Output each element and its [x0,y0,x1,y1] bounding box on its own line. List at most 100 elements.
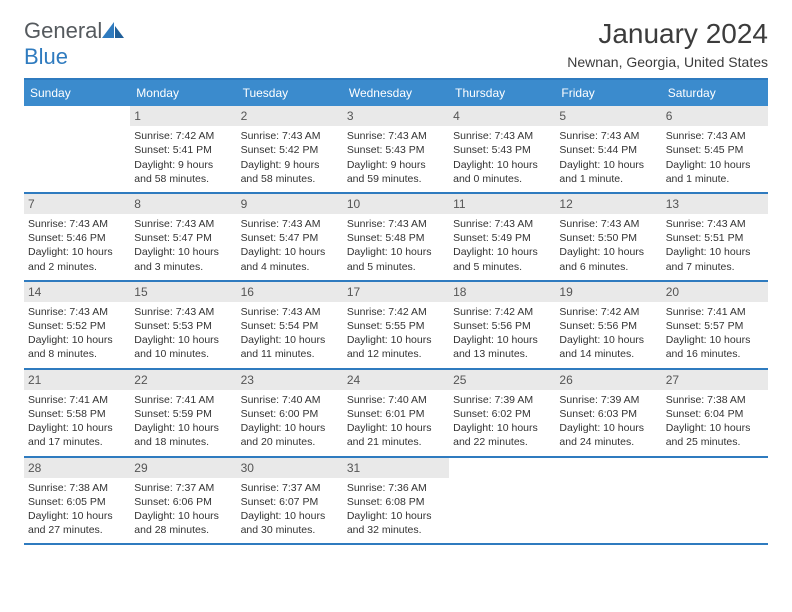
title-block: January 2024 Newnan, Georgia, United Sta… [567,18,768,70]
day-cell: 6Sunrise: 7:43 AMSunset: 5:45 PMDaylight… [662,106,768,192]
day-cell: 21Sunrise: 7:41 AMSunset: 5:58 PMDayligh… [24,370,130,456]
daylight-text: Daylight: 10 hours and 4 minutes. [241,245,339,273]
daylight-text: Daylight: 10 hours and 5 minutes. [453,245,551,273]
daylight-text: Daylight: 9 hours and 59 minutes. [347,158,445,186]
day-number: 2 [237,106,343,126]
sunrise-text: Sunrise: 7:43 AM [241,217,339,231]
day-cell: 24Sunrise: 7:40 AMSunset: 6:01 PMDayligh… [343,370,449,456]
sunset-text: Sunset: 5:53 PM [134,319,232,333]
sunset-text: Sunset: 5:57 PM [666,319,764,333]
day-number: 17 [343,282,449,302]
sunrise-text: Sunrise: 7:39 AM [453,393,551,407]
day-number: 10 [343,194,449,214]
daylight-text: Daylight: 10 hours and 10 minutes. [134,333,232,361]
day-number: 18 [449,282,555,302]
day-cell-empty [555,458,661,544]
sunset-text: Sunset: 5:50 PM [559,231,657,245]
day-cell: 22Sunrise: 7:41 AMSunset: 5:59 PMDayligh… [130,370,236,456]
weekday-header: Sunday [24,80,130,106]
calendar: SundayMondayTuesdayWednesdayThursdayFrid… [24,78,768,545]
weekday-header: Friday [555,80,661,106]
daylight-text: Daylight: 10 hours and 2 minutes. [28,245,126,273]
sunset-text: Sunset: 6:02 PM [453,407,551,421]
sunset-text: Sunset: 6:05 PM [28,495,126,509]
sunset-text: Sunset: 5:55 PM [347,319,445,333]
sunrise-text: Sunrise: 7:37 AM [241,481,339,495]
day-cell: 18Sunrise: 7:42 AMSunset: 5:56 PMDayligh… [449,282,555,368]
sunset-text: Sunset: 5:47 PM [241,231,339,245]
day-cell: 15Sunrise: 7:43 AMSunset: 5:53 PMDayligh… [130,282,236,368]
sunrise-text: Sunrise: 7:43 AM [559,217,657,231]
daylight-text: Daylight: 10 hours and 32 minutes. [347,509,445,537]
week-row: 21Sunrise: 7:41 AMSunset: 5:58 PMDayligh… [24,370,768,458]
sunrise-text: Sunrise: 7:43 AM [347,129,445,143]
day-cell: 28Sunrise: 7:38 AMSunset: 6:05 PMDayligh… [24,458,130,544]
day-number: 16 [237,282,343,302]
daylight-text: Daylight: 10 hours and 20 minutes. [241,421,339,449]
sunset-text: Sunset: 5:46 PM [28,231,126,245]
daylight-text: Daylight: 10 hours and 8 minutes. [28,333,126,361]
daylight-text: Daylight: 10 hours and 16 minutes. [666,333,764,361]
day-number: 24 [343,370,449,390]
daylight-text: Daylight: 10 hours and 11 minutes. [241,333,339,361]
week-row: 28Sunrise: 7:38 AMSunset: 6:05 PMDayligh… [24,458,768,546]
day-cell: 29Sunrise: 7:37 AMSunset: 6:06 PMDayligh… [130,458,236,544]
daylight-text: Daylight: 10 hours and 0 minutes. [453,158,551,186]
sunrise-text: Sunrise: 7:40 AM [241,393,339,407]
day-cell: 23 Sunrise: 7:40 AMSunset: 6:00 PMDayligh… [237,370,343,456]
location-text: Newnan, Georgia, United States [567,54,768,70]
sunrise-text: Sunrise: 7:42 AM [347,305,445,319]
sunset-text: Sunset: 5:49 PM [453,231,551,245]
daylight-text: Daylight: 10 hours and 30 minutes. [241,509,339,537]
daylight-text: Daylight: 10 hours and 18 minutes. [134,421,232,449]
sunrise-text: Sunrise: 7:43 AM [666,217,764,231]
sunset-text: Sunset: 5:56 PM [559,319,657,333]
brand-logo: General Blue [24,18,124,70]
sunrise-text: Sunrise: 7:43 AM [28,217,126,231]
brand-part-b: Blue [24,44,68,69]
day-number: 4 [449,106,555,126]
daylight-text: Daylight: 10 hours and 3 minutes. [134,245,232,273]
sunset-text: Sunset: 5:44 PM [559,143,657,157]
sunrise-text: Sunrise: 7:38 AM [28,481,126,495]
daylight-text: Daylight: 10 hours and 7 minutes. [666,245,764,273]
day-number: 12 [555,194,661,214]
weekday-header: Tuesday [237,80,343,106]
day-cell-empty [24,106,130,192]
week-row: 7Sunrise: 7:43 AMSunset: 5:46 PMDaylight… [24,194,768,282]
daylight-text: Daylight: 10 hours and 25 minutes. [666,421,764,449]
sunset-text: Sunset: 6:06 PM [134,495,232,509]
day-number: 26 [555,370,661,390]
sunrise-text: Sunrise: 7:39 AM [559,393,657,407]
day-number: 11 [449,194,555,214]
sunset-text: Sunset: 5:48 PM [347,231,445,245]
day-number: 15 [130,282,236,302]
week-row: 1Sunrise: 7:42 AMSunset: 5:41 PMDaylight… [24,106,768,194]
sunrise-text: Sunrise: 7:42 AM [134,129,232,143]
day-number: 13 [662,194,768,214]
week-row: 14Sunrise: 7:43 AMSunset: 5:52 PMDayligh… [24,282,768,370]
day-number: 27 [662,370,768,390]
day-cell-empty [662,458,768,544]
sunrise-text: Sunrise: 7:43 AM [28,305,126,319]
day-number: 31 [343,458,449,478]
sunset-text: Sunset: 6:00 PM [241,407,339,421]
daylight-text: Daylight: 10 hours and 22 minutes. [453,421,551,449]
day-cell: 9Sunrise: 7:43 AMSunset: 5:47 PMDaylight… [237,194,343,280]
daylight-text: Daylight: 10 hours and 21 minutes. [347,421,445,449]
sunrise-text: Sunrise: 7:37 AM [134,481,232,495]
day-number: 1 [130,106,236,126]
day-cell: 14Sunrise: 7:43 AMSunset: 5:52 PMDayligh… [24,282,130,368]
day-number: 5 [555,106,661,126]
daylight-text: Daylight: 10 hours and 6 minutes. [559,245,657,273]
brand-name: General Blue [24,18,124,70]
sunrise-text: Sunrise: 7:43 AM [134,217,232,231]
day-cell: 13Sunrise: 7:43 AMSunset: 5:51 PMDayligh… [662,194,768,280]
daylight-text: Daylight: 10 hours and 12 minutes. [347,333,445,361]
day-cell: 19Sunrise: 7:42 AMSunset: 5:56 PMDayligh… [555,282,661,368]
day-cell: 27Sunrise: 7:38 AMSunset: 6:04 PMDayligh… [662,370,768,456]
day-number: 8 [130,194,236,214]
day-number: 29 [130,458,236,478]
month-title: January 2024 [567,18,768,50]
day-number: 23 [237,370,343,390]
